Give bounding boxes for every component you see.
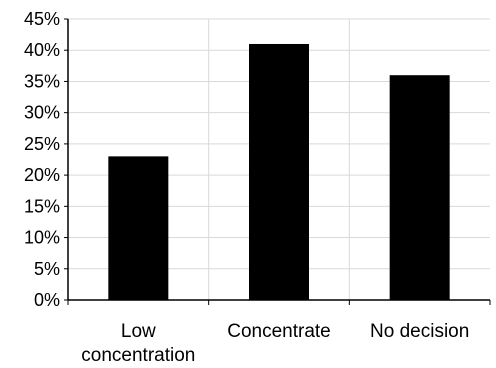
x-category-label: Low concentration <box>81 321 195 366</box>
y-tick-label: 0% <box>34 290 60 310</box>
bar-no-decision <box>389 75 450 300</box>
bar-low-concentration <box>108 156 169 300</box>
y-tick-label: 20% <box>24 165 60 185</box>
y-tick-label: 45% <box>24 9 60 29</box>
axes <box>64 18 491 305</box>
x-category-label: No decision <box>370 321 469 342</box>
y-tick-label: 30% <box>24 103 60 123</box>
y-tick-label: 10% <box>24 228 60 248</box>
bars <box>108 43 450 300</box>
y-tick-label: 25% <box>24 134 60 154</box>
y-tick-label: 35% <box>24 71 60 91</box>
y-tick-label: 15% <box>24 196 60 216</box>
y-tick-label: 5% <box>34 259 60 279</box>
y-tick-label: 40% <box>24 40 60 60</box>
y-tick-labels: 0% 5% 10% 15% 20% 25% 30% 35% 40% 45% <box>24 9 60 310</box>
x-category-label: Concentrate <box>227 321 331 342</box>
x-category-labels: Low concentration Concentrate No decision <box>81 321 469 366</box>
bar-concentrate <box>249 43 309 300</box>
